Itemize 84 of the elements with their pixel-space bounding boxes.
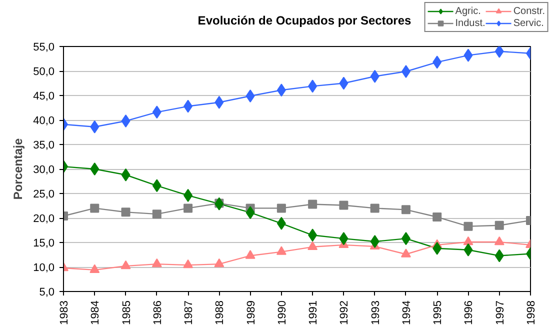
x-tick-label: 1995 [432,300,444,325]
point [276,216,286,230]
point [401,232,410,246]
point [121,208,130,217]
x-tick-label: 1983 [58,300,70,325]
y-tick-label: 40,0 [33,115,55,127]
point [120,260,131,270]
x-tick-label: 1991 [308,300,320,325]
point [401,205,410,214]
y-tick-label: 5,0 [39,286,55,298]
point [308,200,318,209]
point [214,258,224,268]
point [464,222,473,231]
point [370,70,380,83]
x-tick-label: 1998 [526,300,538,325]
point [90,162,100,176]
point [90,204,100,213]
chart-title: Evolución de Ocupados por Sectores [198,14,412,28]
legend-label: Agric. [455,5,481,17]
point [276,204,286,213]
point [494,220,504,230]
point [214,197,224,210]
point [494,249,504,262]
x-tick-label: 1992 [338,300,351,325]
point [339,200,348,210]
point [308,228,318,242]
legend-label: Indust. [455,17,486,29]
point [432,242,442,255]
point [464,243,473,256]
point [152,106,162,119]
x-tick-label: 1986 [152,300,164,325]
legend-label: Servic. [513,17,544,29]
point [246,89,255,102]
point [121,168,130,182]
y-tick-label: 10,0 [33,262,55,274]
y-tick-label: 35,0 [33,140,55,152]
point [494,236,504,246]
y-tick-label: 55,0 [33,42,55,54]
point [400,248,411,258]
x-tick-label: 1996 [463,300,476,325]
y-tick-label: 25,0 [33,188,55,200]
x-tick-label: 1988 [214,300,226,325]
point [401,64,410,78]
point [90,120,100,134]
x-tick-label: 1997 [494,300,506,325]
x-tick-label: 1984 [90,300,102,325]
point [276,84,286,97]
point [245,250,256,259]
point [184,100,193,113]
point [276,246,286,255]
point [463,236,474,246]
y-tick-label: 20,0 [33,213,55,225]
point [339,232,348,246]
y-tick-label: 45,0 [33,90,55,102]
x-tick-label: 1989 [245,300,258,325]
x-tick-label: 1987 [183,300,196,325]
x-tick-label: 1993 [370,300,382,325]
y-tick-label: 15,0 [33,238,55,250]
point [246,206,255,220]
legend-label: Constr. [513,5,545,17]
point [464,48,473,62]
x-tick-label: 1990 [276,300,288,325]
y-axis-title: Porcentaje [11,138,26,200]
point [494,46,504,58]
point [339,76,348,90]
y-tick-label: 30,0 [33,164,55,176]
y-tick-label: 50,0 [33,66,55,78]
point [152,258,162,268]
x-tick-label: 1994 [400,300,413,325]
point [184,188,193,202]
point [432,212,442,222]
point [370,235,380,248]
point [370,204,380,213]
x-tick-label: 1985 [120,300,133,325]
point [152,210,162,219]
point [214,96,224,109]
point [152,179,162,192]
point [308,80,318,93]
point [308,241,318,250]
point [184,204,193,213]
point [90,264,100,274]
point [121,114,130,128]
point [183,259,194,268]
point [432,56,442,69]
